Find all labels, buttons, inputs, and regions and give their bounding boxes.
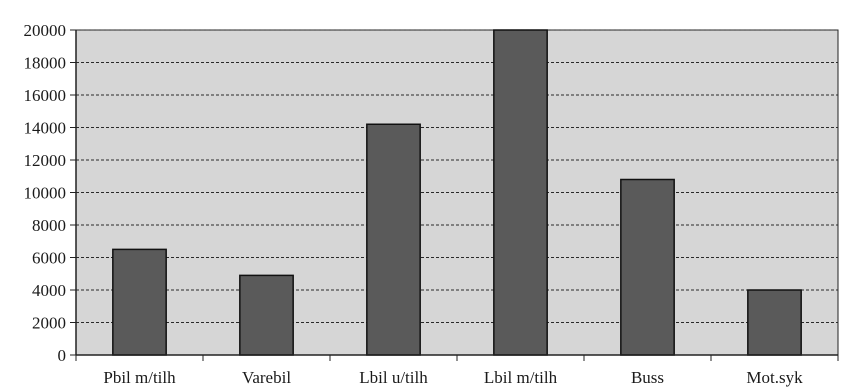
x-tick-label: Lbil u/tilh	[359, 368, 428, 387]
bar	[747, 289, 802, 356]
y-tick-label: 18000	[24, 54, 67, 73]
y-tick-label: 16000	[24, 86, 67, 105]
x-tick-label: Lbil m/tilh	[484, 368, 558, 387]
y-tick-label: 2000	[32, 314, 66, 333]
bar	[493, 29, 548, 356]
gridlines	[76, 29, 838, 323]
y-tick-label: 10000	[24, 184, 67, 203]
bar	[239, 274, 294, 356]
y-tick-labels: 0 2000 4000 6000 8000 10000 12000 14000 16000 180…	[24, 21, 76, 365]
bar	[620, 178, 675, 356]
x-tick-label: Pbil m/tilh	[103, 368, 176, 387]
x-tick-label: Varebil	[242, 368, 291, 387]
bar	[112, 248, 167, 356]
x-tick-label: Buss	[631, 368, 664, 387]
x-tick-labels: Pbil m/tilh Varebil Lbil u/tilh Lbil m/tilh…	[75, 355, 839, 387]
y-tick-label: 14000	[24, 119, 67, 138]
y-tick-label: 12000	[24, 151, 67, 170]
y-tick-label: 6000	[32, 249, 66, 268]
y-tick-label: 20000	[24, 21, 67, 40]
x-tick-label: Mot.syk	[746, 368, 803, 387]
y-tick-label: 4000	[32, 281, 66, 300]
bar	[366, 123, 421, 356]
y-tick-label: 8000	[32, 216, 66, 235]
y-tick-label: 0	[58, 346, 67, 365]
